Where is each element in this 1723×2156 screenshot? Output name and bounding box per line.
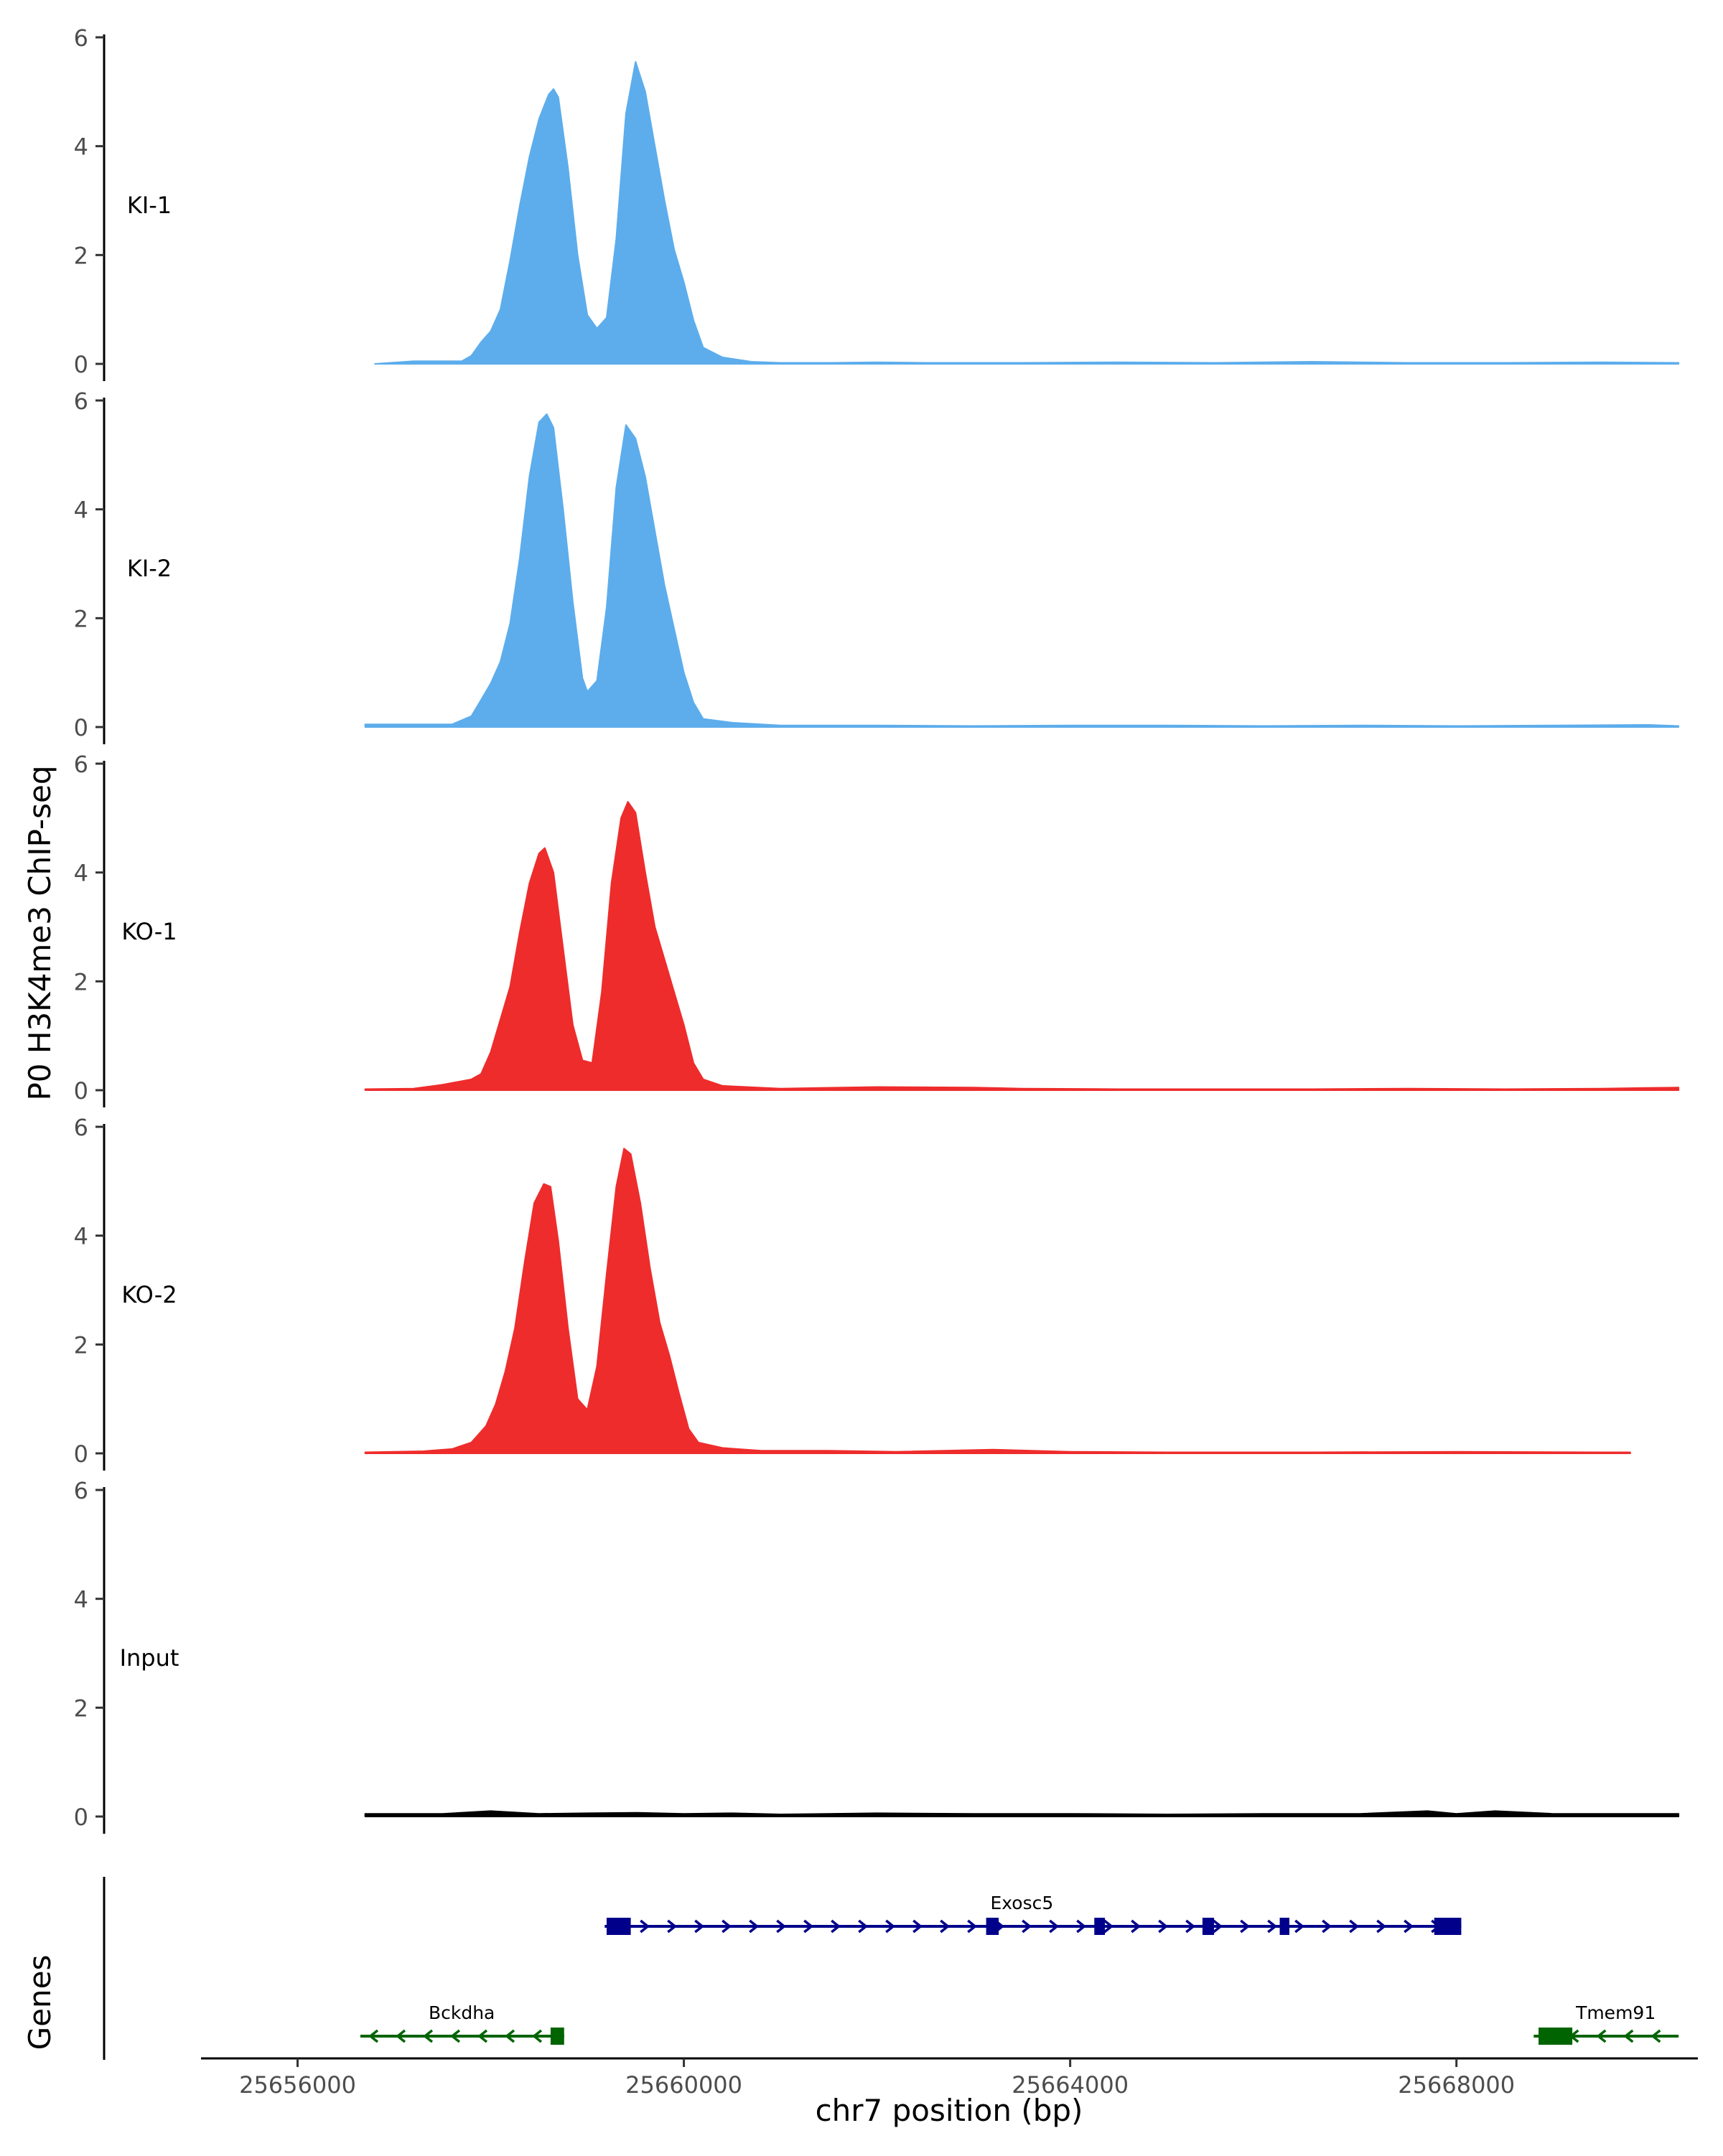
x-axis: 25656000 25660000 25664000 25668000 [201, 2057, 1698, 2099]
strand-arrow [1131, 1919, 1141, 1934]
y-tick-label: 2 [74, 1695, 88, 1722]
strand-arrow [1376, 1919, 1387, 1934]
gene-label: Exosc5 [990, 1893, 1053, 1913]
strand-arrow [912, 1919, 923, 1934]
track-label: KO-2 [121, 1281, 177, 1308]
strand-arrow [1349, 1919, 1360, 1934]
exon [986, 1918, 999, 1935]
y-tick-label: 4 [74, 1223, 88, 1250]
strand-arrow [722, 1919, 732, 1934]
strand-arrow [640, 1919, 650, 1934]
track-ko-1: 0 2 4 6 KO-1 [74, 751, 1680, 1107]
coverage-area [364, 1810, 1680, 1817]
y-tick-label: 6 [74, 388, 88, 415]
strand-arrow [532, 2029, 543, 2043]
y-axis-label: P0 H3K4me3 ChIP-seq [22, 765, 57, 1100]
track-ki-2: 0 2 4 6 KI-2 [74, 388, 1680, 744]
strand-arrow [1404, 1919, 1414, 1934]
strand-arrow [967, 1919, 978, 1934]
y-tick-label: 2 [74, 242, 88, 269]
y-tick-label: 2 [74, 1331, 88, 1359]
strand-arrow [803, 1919, 814, 1934]
strand-arrow [885, 1919, 896, 1934]
exon [1538, 2028, 1573, 2045]
y-tick-label: 4 [74, 497, 88, 524]
coverage-area [374, 61, 1680, 365]
strand-arrow [477, 2029, 488, 2043]
coverage-area [364, 801, 1680, 1091]
y-tick-label: 0 [74, 1440, 88, 1468]
x-tick-label: 25660000 [625, 2071, 742, 2099]
x-tick-label: 25664000 [1012, 2071, 1129, 2099]
strand-arrow [749, 1919, 760, 1934]
y-tick-label: 2 [74, 605, 88, 632]
gene-annotation-track: Exosc5 Bckdha Tmem91 [103, 1877, 1679, 2060]
track-label: KI-1 [127, 192, 172, 219]
track-label: Input [120, 1644, 179, 1672]
gene-tmem91: Tmem91 [1533, 2002, 1679, 2045]
strand-arrow [1623, 2029, 1634, 2043]
y-tick-label: 0 [74, 351, 88, 378]
strand-arrow [858, 1919, 869, 1934]
gene-label: Tmem91 [1575, 2002, 1656, 2023]
y-tick-label: 6 [74, 1114, 88, 1141]
strand-arrow [694, 1919, 705, 1934]
gene-exosc5: Exosc5 [604, 1893, 1462, 1935]
x-tick-label: 25656000 [239, 2071, 356, 2099]
strand-arrow [1213, 1919, 1223, 1934]
strand-arrow [368, 2029, 379, 2043]
strand-arrow [831, 1919, 841, 1934]
strand-arrow [505, 2029, 515, 2043]
strand-arrow [396, 2029, 406, 2043]
genes-track-label: Genes [22, 1955, 57, 2050]
strand-arrow [1022, 1919, 1032, 1934]
exon [1434, 1918, 1462, 1935]
strand-arrow [1240, 1919, 1251, 1934]
strand-arrow [423, 2029, 434, 2043]
y-tick-label: 6 [74, 751, 88, 778]
y-tick-label: 6 [74, 1477, 88, 1504]
track-label: KO-1 [121, 918, 177, 945]
track-label: KI-2 [127, 555, 172, 582]
exon [606, 1918, 631, 1935]
strand-arrow [1322, 1919, 1332, 1934]
strand-arrow [1596, 2029, 1607, 2043]
strand-arrow [776, 1919, 787, 1934]
y-tick-label: 4 [74, 133, 88, 161]
y-tick-label: 4 [74, 860, 88, 887]
strand-arrow [1158, 1919, 1169, 1934]
exon [1202, 1918, 1215, 1935]
strand-arrow [1650, 2029, 1661, 2043]
strand-arrow [450, 2029, 461, 2043]
gene-label: Bckdha [429, 2002, 495, 2023]
y-tick-label: 6 [74, 24, 88, 52]
y-tick-label: 2 [74, 968, 88, 995]
strand-arrow [1185, 1919, 1196, 1934]
exon [1094, 1918, 1106, 1935]
track-input: 0 2 4 6 Input [74, 1477, 1680, 1834]
y-tick-label: 0 [74, 714, 88, 741]
gene-bckdha: Bckdha [360, 2002, 564, 2045]
coverage-tracks: 0 2 4 6 KI-1 0 2 4 6 KI-2 0 2 4 6 KO-1 0 2 4 6 KO-2 0 2 4 6 Inpu… [74, 24, 1680, 1834]
x-tick-label: 25668000 [1398, 2071, 1515, 2099]
y-tick-label: 4 [74, 1586, 88, 1613]
y-tick-label: 0 [74, 1804, 88, 1831]
exon [550, 2028, 564, 2045]
x-axis-label: chr7 position (bp) [816, 2093, 1083, 2128]
strand-arrow [940, 1919, 951, 1934]
strand-arrow [1267, 1919, 1278, 1934]
strand-arrow [667, 1919, 678, 1934]
coverage-area [364, 1148, 1631, 1454]
strand-arrow [1103, 1919, 1114, 1934]
strand-arrow [1049, 1919, 1060, 1934]
track-ki-1: 0 2 4 6 KI-1 [74, 24, 1680, 381]
coverage-area [364, 413, 1680, 728]
y-tick-label: 0 [74, 1077, 88, 1105]
exon [1279, 1918, 1289, 1935]
strand-arrow [1076, 1919, 1087, 1934]
strand-arrow [1294, 1919, 1305, 1934]
track-ko-2: 0 2 4 6 KO-2 [74, 1114, 1631, 1471]
